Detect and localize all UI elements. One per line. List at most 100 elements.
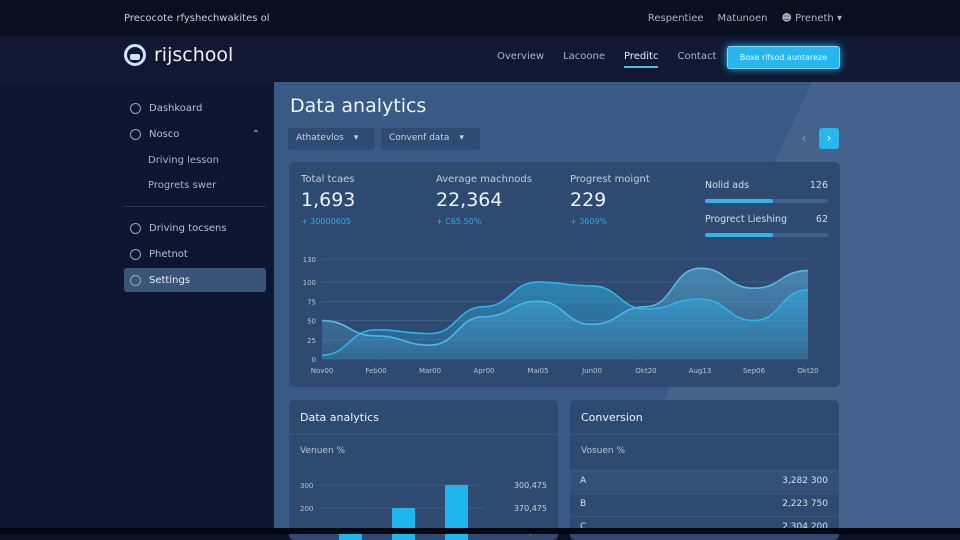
y-tick-label: 100 <box>303 279 316 287</box>
sidebar-item-label: Dashkoard <box>149 102 203 114</box>
filter-dropdown-2[interactable]: Convenf data ▾ <box>381 128 480 150</box>
x-tick-label: Apr00 <box>473 367 494 375</box>
filter-dropdown-1[interactable]: Athatevlos ▾ <box>288 128 375 150</box>
top-link-2[interactable]: Matunoen <box>717 13 768 24</box>
table-row: A 3,282 300 <box>570 470 838 492</box>
cta-button[interactable]: Boxe rifsod auntareze <box>727 46 840 69</box>
table-row: C 2,304 200 <box>570 516 838 538</box>
bar <box>392 508 415 540</box>
card-title: Data analytics <box>300 411 379 424</box>
metric-label: Progrest moignt <box>570 174 650 185</box>
nav-overview[interactable]: Overview <box>497 51 545 62</box>
card-title: Conversion <box>581 411 643 424</box>
progress-item-2: Progrect Lieshing 62 <box>705 214 828 237</box>
metric-delta: + 3609% <box>570 217 608 226</box>
user-icon <box>130 128 141 140</box>
sidebar: Dashkoard Nosco ⌃ Driving lesson Progrets… <box>0 82 274 534</box>
top-link-1[interactable]: Respentiee <box>647 13 704 24</box>
progress-item-1: Nolid ads 126 <box>705 180 828 203</box>
row-label: C <box>580 522 587 532</box>
card-subtitle: Vosuen % <box>581 446 626 456</box>
y-tick-label: 200 <box>300 505 313 513</box>
progress-fill <box>705 199 773 203</box>
series-area-2 <box>322 282 808 359</box>
sidebar-item-label: Nosco <box>149 128 180 140</box>
x-tick-label: Jun00 <box>581 367 602 375</box>
progress-fill <box>705 233 773 237</box>
car-icon <box>130 222 141 234</box>
y-tick-label: 50 <box>307 318 316 326</box>
y-tick-label: 300 <box>300 482 313 490</box>
metric-value: 229 <box>570 189 607 211</box>
sidebar-item-dashboard[interactable]: Dashkoard <box>124 96 266 120</box>
sidebar-item-nosco[interactable]: Nosco ⌃ <box>124 122 266 146</box>
logo[interactable]: rijschool <box>124 44 233 66</box>
x-tick-label: Okt20 <box>635 367 656 375</box>
user-menu[interactable]: ☻ Preneth ▾ <box>782 13 842 24</box>
progress-track <box>705 199 828 203</box>
y-tick-label: 25 <box>307 337 316 345</box>
metric-label: Total tcaes <box>301 174 355 185</box>
top-bar: Precocote rfyshechwakites ol Respentiee … <box>0 0 960 36</box>
steering-wheel-icon <box>124 44 146 66</box>
main-content: Data analytics Athatevlos ▾ Convenf data ▾… <box>274 82 960 540</box>
chevron-right-icon: › <box>826 131 832 145</box>
nav-lacoone[interactable]: Lacoone <box>563 51 606 62</box>
metric-delta: + 30000605 <box>301 217 351 226</box>
y-tick-label: 0 <box>312 356 316 364</box>
sidebar-sub-driving-lesson[interactable]: Driving lesson <box>148 155 219 166</box>
sidebar-item-label: Phetnot <box>149 248 188 260</box>
divider <box>289 434 558 435</box>
prev-button[interactable]: ‹ <box>794 128 814 149</box>
user-icon: ☻ <box>781 13 796 24</box>
chevron-down-icon: ▾ <box>836 13 842 24</box>
row-value: 3,282 300 <box>782 476 828 486</box>
progress-value: 126 <box>809 180 828 191</box>
nav-contact[interactable]: Contact <box>677 51 717 62</box>
progress-label: Progrect Lieshing <box>705 214 788 225</box>
metric-total: Total tcaes 1,693 + 30000605 <box>301 174 355 226</box>
progress-track <box>705 233 828 237</box>
sidebar-item-driving[interactable]: Driving tocsens <box>124 216 266 240</box>
settings-icon <box>130 274 141 286</box>
bar <box>445 485 468 540</box>
card-subtitle: Venuen % <box>300 446 346 456</box>
next-button[interactable]: › <box>819 128 839 149</box>
chevron-down-icon: ▾ <box>353 133 359 143</box>
metric-delta: + C65.50% <box>436 217 482 226</box>
brand-name: rijschool <box>154 44 234 66</box>
promo-text: Precocote rfyshechwakites ol <box>124 13 270 24</box>
row-value: 2,304 200 <box>782 522 828 532</box>
header: rijschool Overview Lacoone Preditc Conta… <box>0 36 960 82</box>
sidebar-item-settings[interactable]: Settings <box>124 268 266 292</box>
area-chart: 130 100 75 50 25 0 Nov00 Feb00 Mar00 Apr00 Mai05 Ju… <box>303 256 819 375</box>
x-tick-label: Okt20 <box>797 367 818 375</box>
x-tick-label: Mar00 <box>419 367 441 375</box>
sidebar-item-phetnot[interactable]: Phetnot <box>124 242 266 266</box>
sidebar-item-label: Settings <box>149 274 191 286</box>
progress-value: 62 <box>815 214 828 225</box>
chevron-down-icon: ▾ <box>459 133 464 143</box>
divider <box>570 434 839 435</box>
x-tick-label: Aug13 <box>689 367 712 375</box>
y-tick-label: 75 <box>307 298 316 306</box>
value-label: 370,475 <box>514 504 547 513</box>
y-tick-label: 130 <box>303 256 316 264</box>
filter-label: Convenf data <box>389 133 450 143</box>
sidebar-sub-progress[interactable]: Progrets swer <box>148 180 217 191</box>
info-icon <box>130 248 141 260</box>
metric-average: Average machnods 22,364 + C65.50% <box>436 174 532 226</box>
x-tick-label: Mai05 <box>527 367 548 375</box>
row-label: B <box>580 499 587 509</box>
table-row: B 2,223 750 <box>570 493 838 515</box>
x-tick-label: Nov00 <box>311 367 334 375</box>
nav-preditc[interactable]: Preditc <box>624 51 659 68</box>
dashboard-icon <box>130 102 141 114</box>
data-analytics-card: Data analytics Venuen % 300 300,475 200 370… <box>289 400 558 540</box>
user-name: Preneth <box>795 13 834 24</box>
metric-progress: Progrest moignt 229 + 3609% <box>570 174 650 226</box>
row-value: 2,223 750 <box>782 499 828 509</box>
chevron-left-icon: ‹ <box>801 131 807 145</box>
series-line-2 <box>321 281 809 356</box>
